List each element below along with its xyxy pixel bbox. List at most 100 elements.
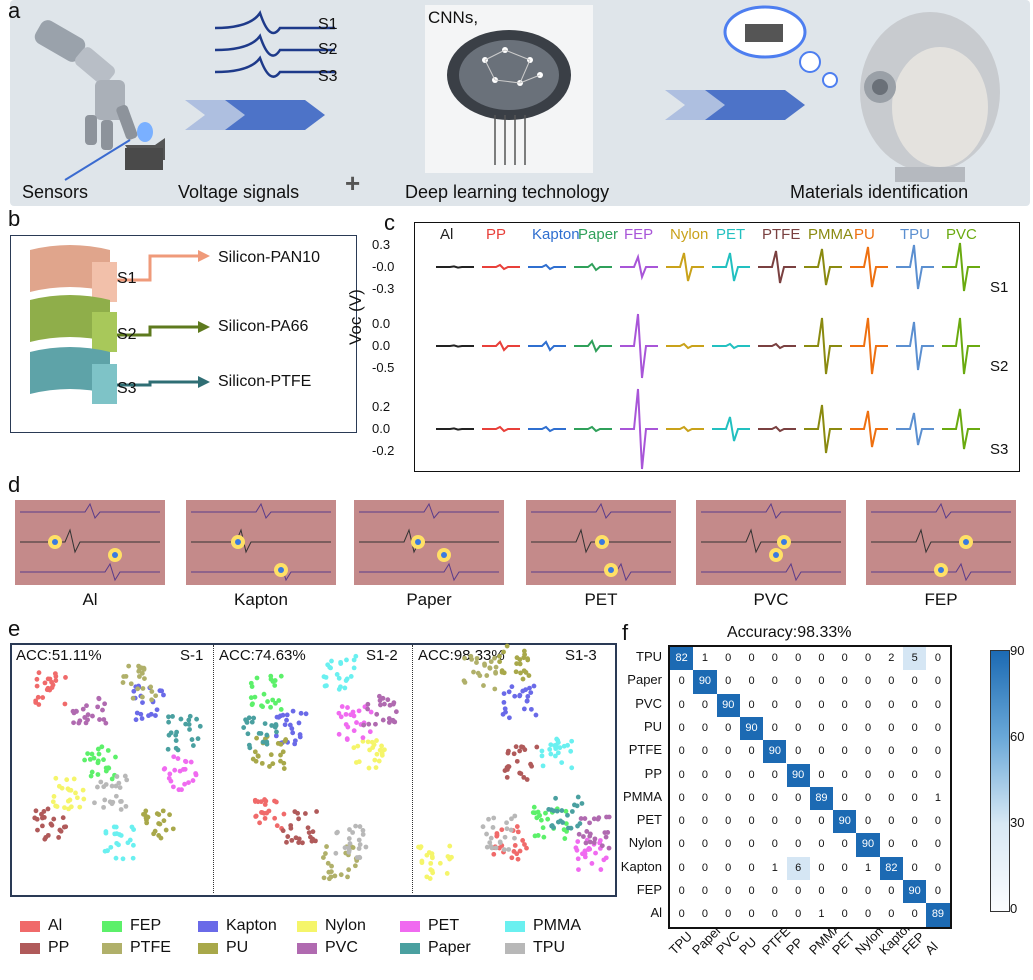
material-label-ptfe: PTFE <box>762 226 801 243</box>
tsne-point <box>492 655 497 661</box>
matrix-cell: 0 <box>856 670 880 694</box>
tsne-point <box>89 769 95 775</box>
tsne-point <box>363 844 369 850</box>
tsne-point <box>194 716 199 722</box>
tsne-point <box>170 826 176 832</box>
tsne-point <box>63 675 68 680</box>
heatmap-caption-pet: PET <box>584 590 618 609</box>
panel-e-frame <box>10 643 617 897</box>
tsne-point <box>142 676 147 682</box>
tsne-point <box>101 757 106 763</box>
tsne-point <box>353 760 359 765</box>
matrix-cell: 0 <box>926 763 950 787</box>
tsne-point <box>259 810 264 815</box>
tsne-point <box>168 778 174 784</box>
matrix-cell: 0 <box>903 903 927 927</box>
tsne-point <box>173 738 179 743</box>
legend-item-kapton: Kapton <box>198 917 277 935</box>
tsne-point <box>287 722 293 728</box>
tsne-point <box>492 686 498 692</box>
matrix-cell: 0 <box>739 786 764 811</box>
matrix-cell: 0 <box>809 647 834 671</box>
tsne-point <box>378 747 384 753</box>
tsne-point <box>186 717 192 723</box>
matrix-cell: 0 <box>693 763 717 787</box>
trace-al-s1 <box>436 265 474 269</box>
tsne-point <box>484 673 490 678</box>
tsne-point <box>124 777 130 783</box>
matrix-cell: 0 <box>926 810 950 834</box>
tsne-point <box>565 825 571 831</box>
row-label: Al <box>650 905 662 921</box>
tsne-point <box>481 683 486 688</box>
tsne-point <box>371 742 377 748</box>
trace-pet-s1 <box>712 252 750 282</box>
tsne-point <box>553 753 558 759</box>
tsne-point <box>197 723 203 729</box>
tsne-point <box>390 701 396 707</box>
tsne-point <box>116 780 122 786</box>
tsne-point <box>161 692 166 698</box>
tsne-point <box>534 744 540 750</box>
plus-sign: + <box>345 168 361 198</box>
matrix-cell: 82 <box>879 856 903 880</box>
row-label: PP <box>644 765 662 781</box>
tsne-point <box>103 830 109 836</box>
matrix-cell: 0 <box>716 786 740 811</box>
heatmap-caption-kapton: Kapton <box>234 590 288 609</box>
tsne-point <box>338 659 343 665</box>
tsne-point <box>306 830 312 835</box>
colorbar-tick: 30 <box>1010 815 1025 830</box>
trace-pvc-s1 <box>942 242 980 292</box>
tsne-point <box>321 674 327 680</box>
tsne-point <box>574 847 580 853</box>
tsne-point <box>329 863 334 869</box>
material-label-pp: PP <box>486 226 507 243</box>
tsne-point <box>260 704 266 710</box>
tsne-point <box>256 730 262 736</box>
row-label: PU <box>643 718 662 734</box>
tsne-point <box>488 835 494 841</box>
tsne-point <box>506 689 512 695</box>
tsne-point <box>367 747 373 753</box>
tsne-point <box>34 676 40 682</box>
tsne-point <box>117 785 123 790</box>
tsne-point <box>343 711 349 717</box>
tsne-point <box>139 670 145 676</box>
tsne-point <box>580 851 585 857</box>
tsne-point <box>545 816 551 822</box>
tag-plot-1: S-1 <box>180 647 204 664</box>
panel-c-ylabel: Voc (V) <box>346 289 365 345</box>
legend-item-al: Al <box>20 917 62 935</box>
matrix-cell: 0 <box>809 740 834 764</box>
tsne-point <box>98 779 104 785</box>
matrix-cell: 89 <box>809 786 834 811</box>
tsne-point <box>514 758 520 764</box>
matrix-cell: 0 <box>809 880 834 904</box>
matrix-cell: 0 <box>739 647 764 671</box>
tsne-point <box>365 739 371 745</box>
tsne-point <box>351 745 357 751</box>
matrix-cell: 0 <box>903 786 927 811</box>
tsne-point <box>374 751 380 757</box>
tsne-point <box>36 670 42 676</box>
row-label: Kapton <box>620 858 662 874</box>
tsne-point <box>506 847 512 852</box>
tsne-point <box>56 835 62 840</box>
tsne-point <box>514 655 520 661</box>
tsne-point <box>606 845 612 851</box>
trace-pvc-s2 <box>942 317 980 375</box>
brain-image <box>425 5 593 173</box>
matrix-cell: 0 <box>716 716 740 741</box>
tsne-point <box>102 797 108 803</box>
tsne-point <box>589 861 595 866</box>
tsne-point <box>493 664 499 670</box>
tsne-point <box>165 746 171 752</box>
tsne-point <box>334 672 340 677</box>
tsne-point <box>347 827 352 832</box>
tsne-point <box>156 821 162 826</box>
tsne-point <box>39 823 45 829</box>
tsne-point <box>170 714 175 719</box>
tsne-point <box>517 848 523 854</box>
tsne-point <box>284 839 289 845</box>
